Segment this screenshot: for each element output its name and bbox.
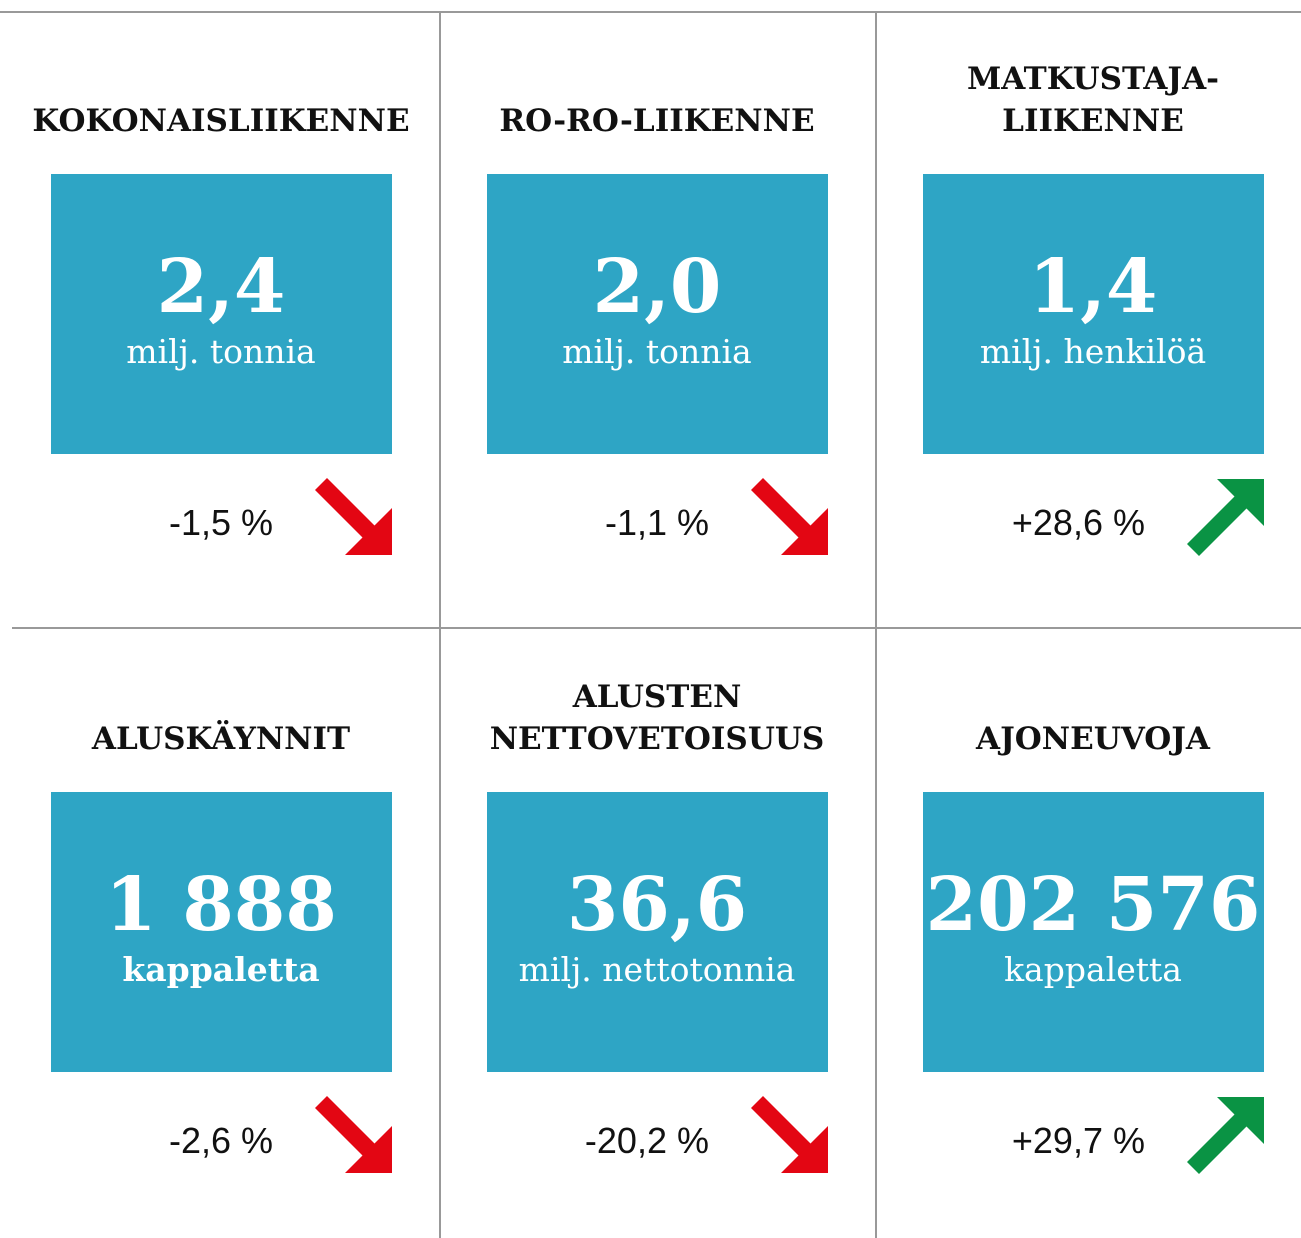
arrow-head [345, 1126, 392, 1173]
card-title: RO-RO-LIIKENNE [499, 103, 814, 139]
card-title: LIIKENNE [1002, 103, 1184, 139]
value: 2,4 [157, 244, 286, 330]
card-title: KOKONAISLIIKENNE [32, 103, 409, 139]
value-box [51, 174, 392, 454]
arrow-head [1217, 479, 1264, 526]
value: 2,0 [593, 244, 722, 330]
arrow-shaft [315, 478, 375, 538]
change: +29,7 % [1012, 1120, 1145, 1161]
arrow-shaft [1187, 1114, 1247, 1174]
unit: kappaletta [122, 950, 319, 989]
arrow-shaft [315, 1096, 375, 1156]
value-box [923, 792, 1264, 1072]
arrow-shaft [1187, 496, 1247, 556]
card-title: NETTOVETOISUUS [490, 721, 825, 757]
value-box [923, 174, 1264, 454]
arrow-head [345, 508, 392, 555]
card-title: AJONEUVOJA [975, 721, 1211, 757]
card-title: MATKUSTAJA- [967, 61, 1219, 97]
value: 36,6 [567, 862, 747, 948]
value: 1,4 [1029, 244, 1158, 330]
value-box [487, 174, 828, 454]
unit: milj. henkilöä [980, 332, 1206, 371]
unit: kappaletta [1004, 950, 1182, 989]
change: -20,2 % [585, 1120, 709, 1161]
value: 202 576 [926, 862, 1261, 948]
unit: milj. nettotonnia [519, 950, 796, 989]
arrow-head [1217, 1097, 1264, 1144]
change: -1,5 % [169, 502, 273, 543]
arrow-shaft [751, 478, 811, 538]
card-title: ALUSTEN [572, 679, 742, 715]
change: -1,1 % [605, 502, 709, 543]
trend-arrow [751, 478, 828, 555]
arrow-head [781, 508, 828, 555]
trend-arrow [751, 1096, 828, 1173]
change: -2,6 % [169, 1120, 273, 1161]
value: 1 888 [105, 862, 337, 948]
value-box [487, 792, 828, 1072]
value-box [51, 792, 392, 1072]
card-title: ALUSKÄYNNIT [91, 719, 350, 757]
arrow-shaft [751, 1096, 811, 1156]
trend-arrow [1187, 1097, 1264, 1174]
unit: milj. tonnia [562, 332, 751, 371]
trend-arrow [315, 1096, 392, 1173]
trend-arrow [1187, 479, 1264, 556]
unit: milj. tonnia [126, 332, 315, 371]
trend-arrow [315, 478, 392, 555]
change: +28,6 % [1012, 502, 1145, 543]
arrow-head [781, 1126, 828, 1173]
